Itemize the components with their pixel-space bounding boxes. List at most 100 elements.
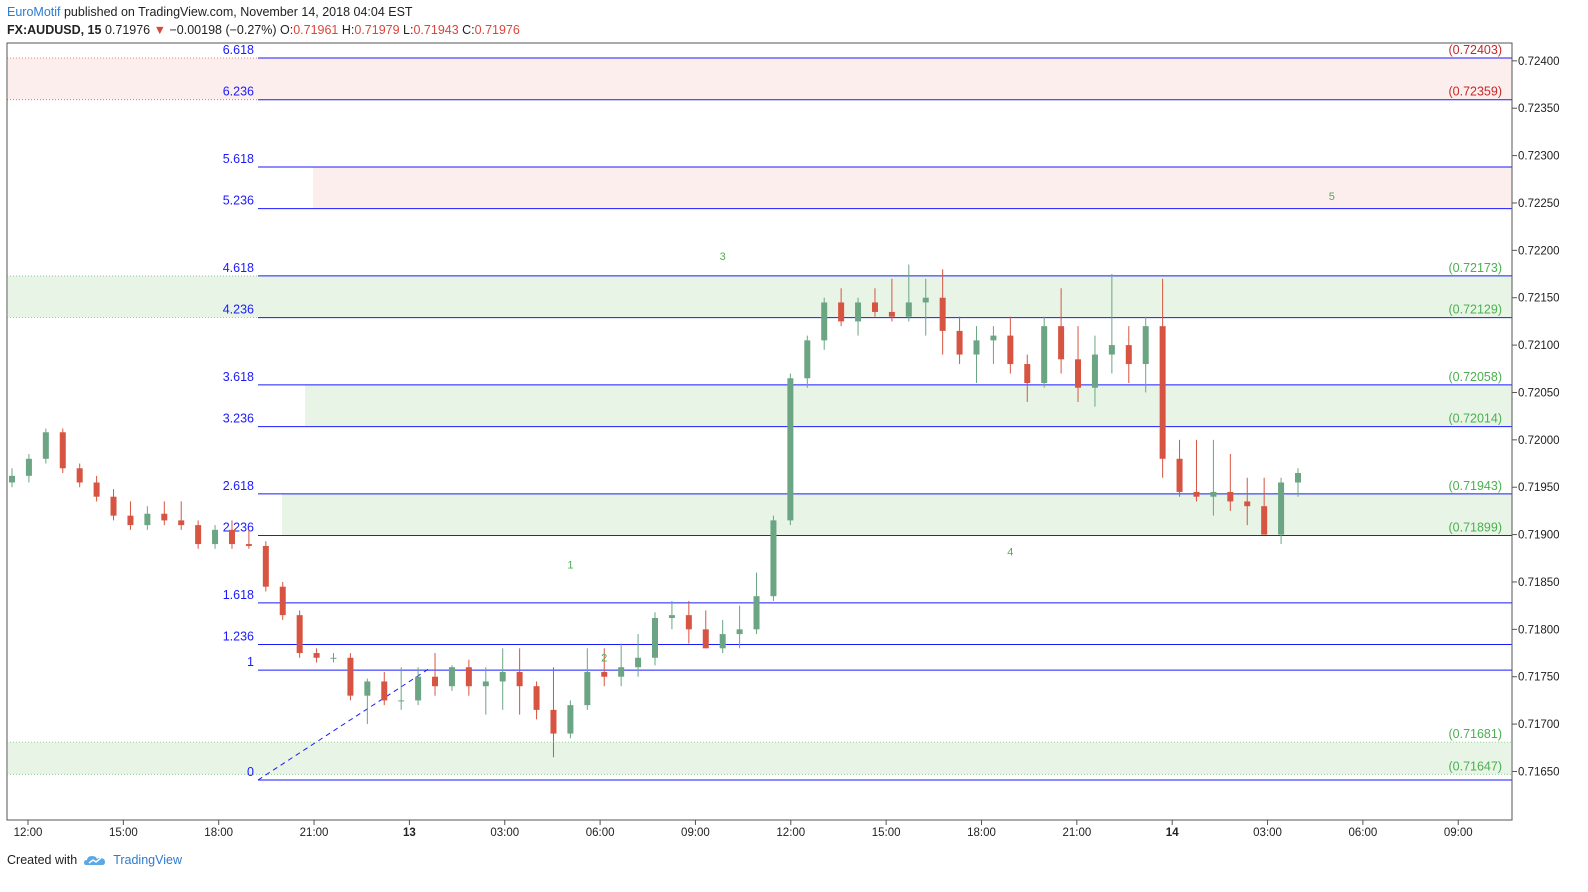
author-link[interactable]: EuroMotif <box>7 5 61 19</box>
fib-price-label: (0.72058) <box>1448 370 1502 384</box>
candle-body <box>9 475 15 483</box>
candle-body <box>652 617 658 658</box>
candle-body <box>432 676 439 687</box>
tradingview-link[interactable]: TradingView <box>113 853 182 867</box>
low-label: L: <box>403 23 414 37</box>
fib-zones <box>7 57 1512 775</box>
fib-price-label: (0.71681) <box>1448 727 1502 741</box>
fib-price-label: (0.72014) <box>1448 412 1502 426</box>
candle-body <box>1244 501 1251 507</box>
candle-body <box>855 302 862 322</box>
time-axis[interactable]: 12:00 15:00 18:00 21:00 13 03:00 06:00 09:00 12:… <box>14 820 1473 839</box>
candle-body <box>296 615 303 654</box>
price-tick-label: 0.72100 <box>1518 340 1560 352</box>
price-tick-label: 0.71700 <box>1518 719 1560 731</box>
fib-zone <box>8 275 1512 318</box>
fib-price-label: (0.71647) <box>1448 759 1502 773</box>
open-value: 0.71961 <box>293 23 339 37</box>
candle-body <box>736 629 743 635</box>
price-change: −0.00198 (−0.27%) <box>169 23 277 37</box>
candle-body <box>59 432 66 469</box>
fib-ratio-label: 1 <box>247 655 254 669</box>
candle-body <box>905 302 912 317</box>
price-tick-label: 0.72200 <box>1518 245 1560 257</box>
candle-body <box>1176 458 1183 492</box>
candle-body <box>1108 345 1115 355</box>
candle-body <box>1125 345 1132 365</box>
high-value: 0.71979 <box>354 23 400 37</box>
candle-body <box>1007 335 1014 365</box>
fib-zone <box>8 58 1512 100</box>
fib-zone <box>8 742 1511 775</box>
fib-ratio-label: 2.618 <box>223 479 254 493</box>
candle-body <box>448 667 455 687</box>
candle-series <box>9 264 1301 758</box>
fib-price-label: (0.72173) <box>1448 261 1502 275</box>
symbol-legend: FX:AUDUSD, 15 0.71976 ▼ −0.00198 (−0.27%… <box>7 21 520 39</box>
symbol-name[interactable]: FX:AUDUSD, 15 <box>7 23 102 37</box>
time-tick-label: 21:00 <box>1062 827 1091 839</box>
time-tick-label: 06:00 <box>586 827 615 839</box>
candle-body <box>1058 326 1065 360</box>
fib-ratio-label: 6.618 <box>223 43 254 57</box>
candle-body <box>618 667 625 677</box>
candle-body <box>93 482 100 497</box>
price-axis[interactable]: 0.72400 0.72350 0.72300 0.72250 0.72200 0.721… <box>1512 56 1560 779</box>
candle-body <box>465 667 472 687</box>
candle-body <box>499 671 506 682</box>
wave-label: 3 <box>720 251 726 263</box>
price-tick-label: 0.71750 <box>1518 672 1560 684</box>
close-label: C: <box>462 23 475 37</box>
candle-body <box>770 520 777 597</box>
candle-body <box>144 513 151 526</box>
candle-body <box>1193 491 1200 497</box>
fib-price-label: (0.72403) <box>1448 43 1502 57</box>
candle-body <box>1041 326 1048 383</box>
candle-body <box>685 615 692 630</box>
candle-body <box>1278 482 1285 535</box>
price-tick-label: 0.72250 <box>1518 198 1560 210</box>
candle-body <box>482 681 489 687</box>
candle-body <box>1210 491 1217 497</box>
candle-body <box>1091 354 1098 388</box>
price-tick-label: 0.71950 <box>1518 482 1560 494</box>
fib-zone <box>305 384 1512 427</box>
candle-body <box>787 378 794 521</box>
candle-body <box>398 700 405 702</box>
candle-body <box>212 529 219 545</box>
fib-ratio-label: 5.236 <box>223 194 254 208</box>
price-tick-label: 0.71850 <box>1518 577 1560 589</box>
candle-body <box>127 515 134 526</box>
price-tick-label: 0.71650 <box>1518 766 1560 778</box>
price-tick-label: 0.72400 <box>1518 56 1560 68</box>
price-tick-label: 0.72050 <box>1518 387 1560 399</box>
price-tick-label: 0.72150 <box>1518 293 1560 305</box>
time-tick-label: 09:00 <box>681 827 710 839</box>
candle-body <box>567 705 574 734</box>
price-tick-label: 0.71900 <box>1518 530 1560 542</box>
fib-ratio-label: 5.618 <box>223 152 254 166</box>
candle-body <box>1295 473 1301 483</box>
fib-ratio-label: 3.618 <box>223 370 254 384</box>
published-text: published on TradingView.com, November 1… <box>60 5 413 19</box>
wave-labels: 1 2 3 4 5 <box>567 191 1335 664</box>
candle-body <box>25 458 32 476</box>
candle-body <box>42 432 49 459</box>
fib-ratio-label: 1.236 <box>223 630 254 644</box>
candle-body <box>838 302 845 322</box>
time-tick-label: 15:00 <box>109 827 138 839</box>
fib-ratio-label: 1.618 <box>223 588 254 602</box>
candle-body <box>804 340 811 379</box>
candle-body <box>1261 506 1268 535</box>
candle-body <box>110 496 117 516</box>
low-value: 0.71943 <box>413 23 459 37</box>
close-value: 0.71976 <box>474 23 520 37</box>
candle-body <box>668 615 675 618</box>
candle-body <box>364 681 371 696</box>
time-tick-label: 03:00 <box>1253 827 1282 839</box>
candle-body <box>228 529 235 545</box>
candle-body <box>415 676 422 701</box>
wave-label: 2 <box>601 653 607 665</box>
time-tick-label: 14 <box>1166 827 1179 839</box>
